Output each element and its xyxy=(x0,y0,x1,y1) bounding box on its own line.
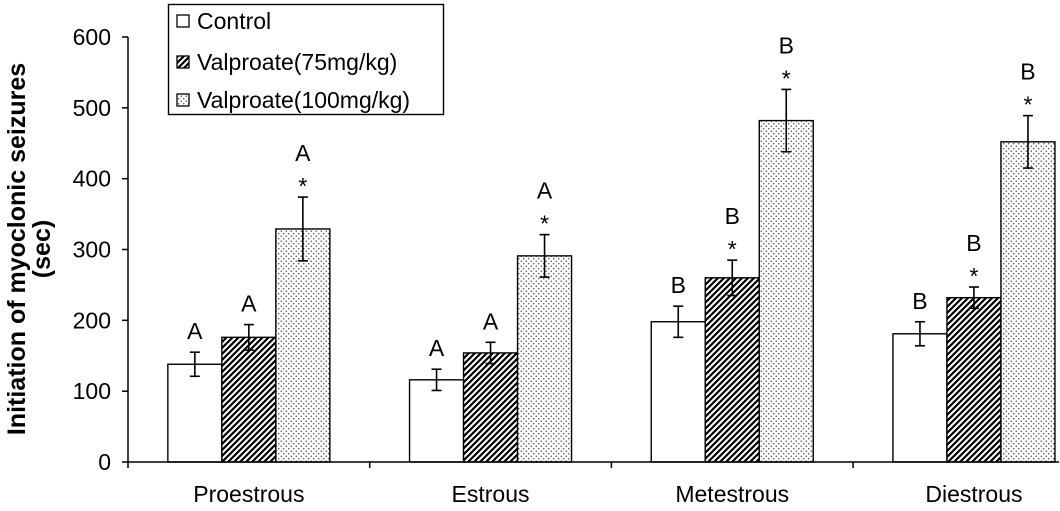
x-category-label-diestrous: Diestrous xyxy=(925,481,1022,507)
group-letter-label: A xyxy=(187,318,203,344)
error-bar-control-estrous xyxy=(431,368,442,392)
y-tick-label: 400 xyxy=(73,166,111,192)
legend-label: Valproate(100mg/kg) xyxy=(197,87,410,113)
x-category-label-metestrous: Metestrous xyxy=(675,481,789,507)
y-tick-label: 0 xyxy=(98,449,111,475)
error-bar-valproate-100mg-kg-proestrous xyxy=(297,196,308,262)
group-letter-label: B xyxy=(671,272,686,298)
legend-item-control: Control xyxy=(176,8,271,34)
legend-label: Control xyxy=(197,8,271,34)
y-tick-label: 100 xyxy=(73,378,111,404)
error-bar-valproate-75mg-kg-proestrous xyxy=(243,323,254,351)
bar-series-group xyxy=(167,88,1056,463)
legend-swatch-valproate-100 xyxy=(176,93,190,107)
group-letter-label: A xyxy=(295,140,311,166)
legend-item-valproate-75: Valproate(75mg/kg) xyxy=(176,49,397,75)
bar-valproate-75mg-kg-diestrous xyxy=(946,296,1002,463)
y-tick-label: 500 xyxy=(73,95,111,121)
group-letter-label: A xyxy=(429,335,445,361)
bar-valproate-75mg-kg-estrous xyxy=(462,352,519,463)
group-letter-label: B xyxy=(779,32,794,58)
significance-asterisk: * xyxy=(969,263,978,289)
x-category-label-estrous: Estrous xyxy=(452,481,530,507)
y-axis-title-line-2: (sec) xyxy=(28,220,56,278)
legend-label: Valproate(75mg/kg) xyxy=(197,49,397,75)
significance-asterisk: * xyxy=(1023,92,1032,118)
significance-asterisk: * xyxy=(298,173,307,199)
x-category-label-proestrous: Proestrous xyxy=(193,481,304,507)
legend-item-valproate-100: Valproate(100mg/kg) xyxy=(176,87,410,113)
bar-valproate-75mg-kg-proestrous xyxy=(221,336,277,463)
bar-control-diestrous xyxy=(892,333,948,463)
group-letter-label: B xyxy=(966,230,981,256)
y-tick-label: 200 xyxy=(73,307,111,333)
group-letter-label: B xyxy=(1020,59,1035,85)
bar-valproate-75mg-kg-metestrous xyxy=(704,277,760,463)
legend-swatch-control xyxy=(176,14,190,28)
bar-valproate-100mg-kg-proestrous xyxy=(275,228,331,463)
error-bar-valproate-75mg-kg-diestrous xyxy=(968,286,979,310)
legend: Control Valproate(75mg/kg) Valproate(100… xyxy=(167,3,445,116)
legend-box xyxy=(167,3,445,116)
y-axis-title: Initiation of myoclonic seizures (sec) xyxy=(3,63,56,435)
group-letter-label: A xyxy=(537,178,553,204)
group-letter-label: B xyxy=(912,288,927,314)
error-bar-control-proestrous xyxy=(189,351,200,378)
error-bar-control-metestrous xyxy=(673,305,684,339)
error-bar-valproate-100mg-kg-estrous xyxy=(539,233,550,278)
error-bar-control-diestrous xyxy=(914,320,925,347)
error-bar-valproate-100mg-kg-diestrous xyxy=(1022,114,1033,169)
group-letter-label: B xyxy=(725,203,740,229)
y-tick-label: 300 xyxy=(73,237,111,263)
axes: 0 100 200 300 400 500 600 Proestrous Estrous Mete… xyxy=(73,24,1059,507)
error-bar-valproate-100mg-kg-metestrous xyxy=(781,88,792,153)
significance-asterisk: * xyxy=(540,211,549,237)
bar-control-estrous xyxy=(408,379,465,463)
error-bar-valproate-75mg-kg-metestrous xyxy=(727,259,738,297)
bar-valproate-100mg-kg-diestrous xyxy=(1000,141,1056,463)
significance-asterisk: * xyxy=(728,236,737,262)
y-tick-label: 600 xyxy=(73,24,111,50)
error-bar-valproate-75mg-kg-estrous xyxy=(485,341,496,365)
group-letter-label: A xyxy=(241,291,257,317)
bar-control-proestrous xyxy=(167,363,223,463)
significance-asterisk: * xyxy=(782,65,791,91)
y-axis-title-line-1: Initiation of myoclonic seizures xyxy=(3,63,31,435)
legend-swatch-valproate-75 xyxy=(176,55,190,69)
group-letter-label: A xyxy=(483,308,499,334)
bar-control-metestrous xyxy=(650,321,706,463)
bar-annotations: A A B B A A * B * B * A * A * B * B xyxy=(187,32,1035,361)
bar-valproate-100mg-kg-estrous xyxy=(516,255,573,463)
bar-valproate-100mg-kg-metestrous xyxy=(758,119,814,463)
